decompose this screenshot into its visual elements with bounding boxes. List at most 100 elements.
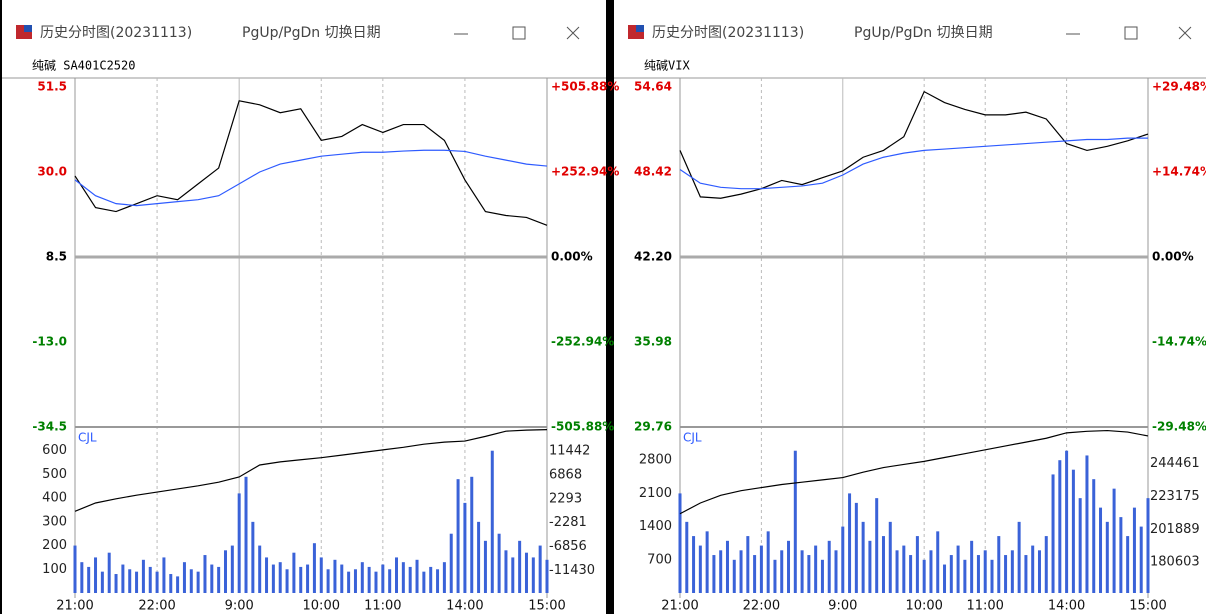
volume-bar xyxy=(1112,488,1116,593)
volume-bar xyxy=(997,536,1001,593)
volume-bar xyxy=(956,545,960,593)
volume-tick-label: 400 xyxy=(42,491,67,506)
x-tick-label: 11:00 xyxy=(966,599,1003,614)
volume-bar xyxy=(692,536,696,593)
volume-bar xyxy=(217,566,221,593)
y-tick-label: 29.76 xyxy=(634,420,672,434)
volume-y2-tick-label: 2293 xyxy=(549,491,582,506)
y-tick-label: 30.0 xyxy=(37,165,67,179)
close-button[interactable] xyxy=(1178,26,1192,40)
volume-bar xyxy=(162,557,166,593)
volume-bar xyxy=(841,526,845,593)
volume-y2-tick-label: 180603 xyxy=(1150,555,1200,570)
volume-bar xyxy=(128,569,132,593)
volume-bar xyxy=(949,555,953,593)
volume-bar xyxy=(943,564,947,593)
y2-tick-label: +29.48% xyxy=(1152,80,1206,94)
volume-bar xyxy=(773,559,777,593)
volume-bar xyxy=(210,564,214,593)
volume-y2-tick-label: 244461 xyxy=(1150,456,1200,471)
volume-bar xyxy=(121,564,125,593)
window-body xyxy=(2,0,606,614)
y-tick-label: 35.98 xyxy=(634,335,672,349)
volume-bar xyxy=(1051,474,1055,593)
volume-bar xyxy=(182,562,186,593)
volume-bar xyxy=(87,566,91,593)
volume-bar xyxy=(271,564,275,593)
close-button[interactable] xyxy=(566,26,580,40)
volume-bar xyxy=(401,562,405,593)
volume-bar xyxy=(292,552,296,593)
volume-bar xyxy=(1139,526,1143,593)
open-interest-line xyxy=(74,429,548,512)
volume-bar xyxy=(1037,550,1041,593)
volume-bar xyxy=(388,569,392,593)
volume-bar xyxy=(367,566,371,593)
volume-bar xyxy=(347,571,351,593)
volume-bar xyxy=(524,552,528,593)
volume-bar xyxy=(258,545,262,593)
volume-bar xyxy=(1078,498,1082,593)
volume-bar xyxy=(196,571,200,593)
volume-bar xyxy=(976,555,980,593)
window-title: 历史分时图(20231113) xyxy=(40,25,192,41)
volume-bar xyxy=(807,555,811,593)
volume-bar xyxy=(395,557,399,593)
volume-bar xyxy=(793,450,797,593)
volume-bar xyxy=(990,559,994,593)
volume-bar xyxy=(107,552,111,593)
volume-bar xyxy=(854,502,858,593)
volume-bar xyxy=(848,493,852,593)
volume-bar xyxy=(312,543,316,593)
y2-tick-label: -29.48% xyxy=(1152,420,1206,434)
volume-bar xyxy=(531,557,535,593)
volume-bar xyxy=(340,564,344,593)
volume-tick-label: 700 xyxy=(647,552,672,567)
volume-bar xyxy=(449,533,453,593)
volume-y2-tick-label: 223175 xyxy=(1150,489,1200,504)
volume-bar xyxy=(518,540,522,593)
y2-tick-label: +252.94% xyxy=(551,165,619,179)
volume-bar xyxy=(470,476,474,593)
x-tick-label: 10:00 xyxy=(905,599,942,614)
volume-y2-tick-label: 11442 xyxy=(549,444,590,459)
volume-bar xyxy=(511,557,515,593)
volume-bar xyxy=(483,540,487,593)
volume-bar xyxy=(1099,507,1103,593)
volume-y2-tick-label: -6856 xyxy=(549,539,587,554)
volume-bar xyxy=(678,493,682,593)
volume-bar xyxy=(333,559,337,593)
volume-bar xyxy=(463,502,467,593)
maximize-button[interactable] xyxy=(1124,26,1138,40)
x-tick-label: 15:00 xyxy=(1129,599,1166,614)
volume-bar xyxy=(497,533,501,593)
x-tick-label: 14:00 xyxy=(446,599,483,614)
volume-bar xyxy=(861,521,865,593)
volume-bar xyxy=(698,545,702,593)
y-tick-label: 42.20 xyxy=(634,250,672,264)
volume-bar xyxy=(504,550,508,593)
window-title: 历史分时图(20231113) xyxy=(652,25,804,41)
volume-bar xyxy=(983,550,987,593)
volume-bar xyxy=(285,569,289,593)
y2-tick-label: -14.74% xyxy=(1152,335,1206,349)
volume-bar xyxy=(456,479,460,593)
volume-bar xyxy=(766,531,770,593)
volume-bar xyxy=(1010,550,1014,593)
volume-bar xyxy=(422,571,426,593)
price-line xyxy=(74,100,548,226)
y-tick-label: 8.5 xyxy=(46,250,67,264)
volume-bar xyxy=(278,562,282,593)
volume-bar xyxy=(251,521,255,593)
volume-bar xyxy=(319,557,323,593)
x-tick-label: 15:00 xyxy=(528,599,565,614)
maximize-button[interactable] xyxy=(512,26,526,40)
y-tick-label: 48.42 xyxy=(634,165,672,179)
volume-bar xyxy=(868,540,872,593)
volume-bar xyxy=(915,536,919,593)
volume-bar xyxy=(787,540,791,593)
volume-bar xyxy=(1004,555,1008,593)
volume-bar xyxy=(415,559,419,593)
volume-bar xyxy=(244,476,248,593)
